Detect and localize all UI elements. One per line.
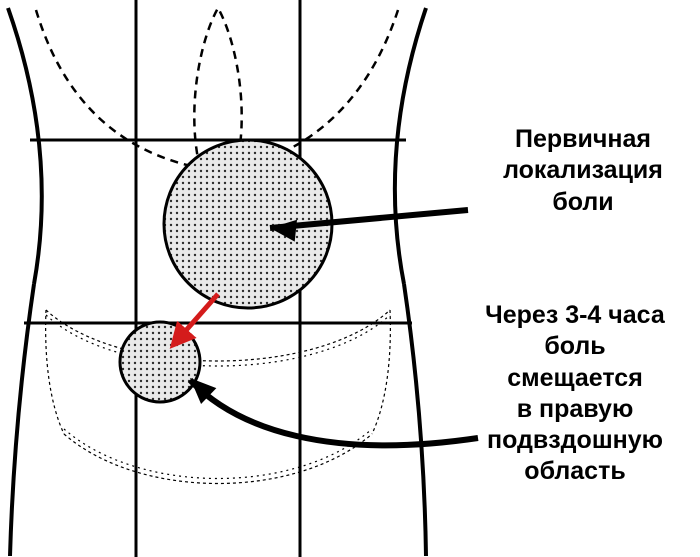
label-primary-pain: Первичная локализация боли: [470, 124, 696, 218]
label-pain-migration: Через 3-4 часа боль смещается в правую п…: [452, 300, 698, 488]
diagram-canvas: Первичная локализация боли Через 3-4 час…: [0, 0, 700, 557]
